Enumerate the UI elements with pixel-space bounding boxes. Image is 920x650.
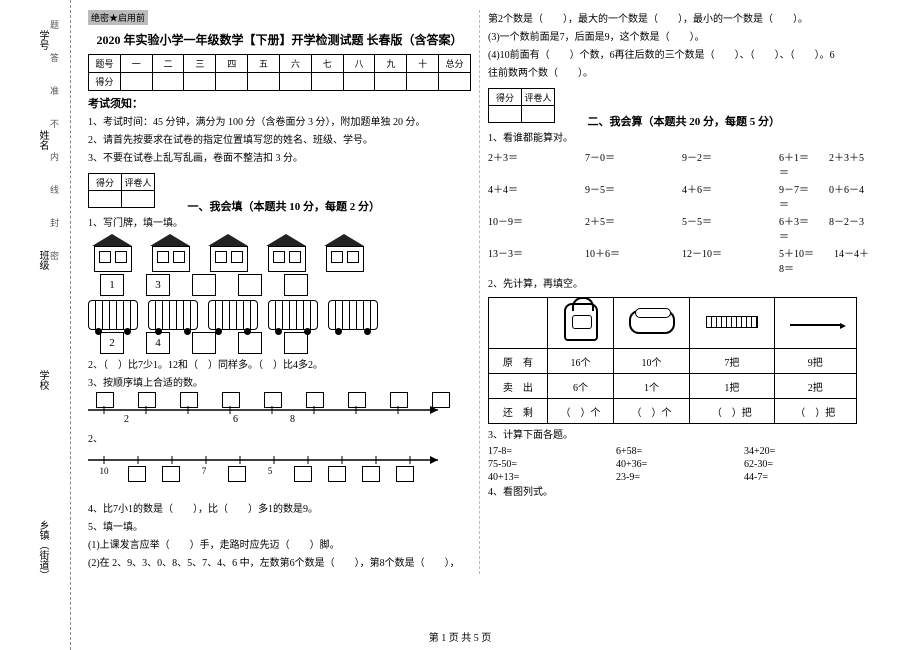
exam-title: 2020 年实验小学一年级数学【下册】开学检测试题 长春版（含答案） [88, 31, 471, 48]
calc-grid-3: 17-8=6+58=34+20= 75-50=40+36=62-30= 40+1… [488, 446, 872, 483]
section-2-title: 二、我会算（本题共 20 分，每题 5 分） [588, 113, 781, 129]
numline-box[interactable] [328, 466, 346, 482]
numline-box[interactable] [96, 392, 114, 408]
table-row: 得分 [89, 73, 471, 91]
house-icon [204, 234, 252, 272]
numline-box[interactable] [180, 392, 198, 408]
cont-line: 第2个数是（ ），最大的一个数是（ ），最小的一个数是（ ）。 [488, 12, 872, 28]
table-row [489, 298, 857, 349]
s2-q4-label: 4、看图列式。 [488, 485, 872, 501]
number-line-2: 10 7 5 [88, 452, 471, 484]
number-box[interactable] [238, 332, 262, 354]
train-icon [328, 300, 378, 330]
pencilcase-icon [614, 298, 690, 349]
score-summary-table: 题号 一 二 三 四 五 六 七 八 九 十 总分 得分 [88, 54, 471, 91]
train-icon [268, 300, 318, 330]
s2-q3-label: 3、计算下面各题。 [488, 428, 872, 444]
numline-val: 5 [262, 466, 278, 480]
house-row [88, 234, 471, 272]
house-icon [320, 234, 368, 272]
left-column: 绝密★启用前 2020 年实验小学一年级数学【下册】开学检测试题 长春版（含答案… [80, 10, 480, 574]
house-number-boxes: 1 3 [88, 274, 471, 296]
s2-q2-label: 2、先计算，再填空。 [488, 277, 872, 293]
numline-box[interactable] [128, 466, 146, 482]
right-column: 第2个数是（ ），最大的一个数是（ ），最小的一个数是（ ）。 (3)一个数前面… [480, 10, 880, 574]
score-box: 得分评卷人 [88, 173, 155, 208]
pen-icon [774, 298, 856, 349]
table-row: 还 剩 （ ）个 （ ）个 （ ）把 （ ）把 [489, 399, 857, 424]
section-1-title: 一、我会填（本题共 10 分，每题 2 分） [188, 198, 381, 214]
line2-prefix: 2、 [88, 432, 471, 448]
table-row: 卖 出 6个 1个 1把 2把 [489, 374, 857, 399]
house-icon [146, 234, 194, 272]
numline-box[interactable] [264, 392, 282, 408]
shop-table: 原 有 16个 10个 7把 9把 卖 出 6个 1个 1把 2把 还 剩 （ … [488, 297, 857, 424]
binding-margin: 学号 姓名 班级 学校 乡镇（街道） 题答准不内线封密 [0, 0, 71, 650]
number-box[interactable]: 2 [100, 332, 124, 354]
number-box[interactable] [192, 274, 216, 296]
train-row [88, 300, 471, 330]
numline-box[interactable] [228, 466, 246, 482]
q5-2-text: (2)在 2、9、3、0、8、5、7、4、6 中，左数第6个数是（ ），第8个数… [88, 556, 471, 572]
numline-box[interactable] [138, 392, 156, 408]
q5-1-text: (1)上课发言应举（ ）手，走路时应先迈（ ）脚。 [88, 538, 471, 554]
cont-line: (3)一个数前面是7，后面是9，这个数是（ ）。 [488, 30, 872, 46]
numline-box[interactable] [348, 392, 366, 408]
ruler-icon [689, 298, 774, 349]
q1-label: 1、写门牌，填一填。 [88, 216, 471, 232]
numline-box[interactable] [294, 466, 312, 482]
q4-text: 4、比7小1的数是（ ），比（ ）多1的数是9。 [88, 502, 471, 518]
exam-notice-heading: 考试须知： [88, 95, 471, 111]
number-box[interactable] [284, 332, 308, 354]
numline-box[interactable] [432, 392, 450, 408]
note-line: 1、考试时间：45 分钟，满分为 100 分（含卷面分 3 分），附加题单独 2… [88, 115, 471, 131]
number-box[interactable] [238, 274, 262, 296]
page-footer: 第 1 页 共 5 页 [0, 629, 920, 644]
numline-box[interactable] [222, 392, 240, 408]
numline-val: 7 [196, 466, 212, 480]
train-number-boxes: 2 4 [88, 332, 471, 354]
backpack-icon [547, 298, 613, 349]
table-row: 原 有 16个 10个 7把 9把 [489, 349, 857, 374]
number-box[interactable] [192, 332, 216, 354]
table-row: 题号 一 二 三 四 五 六 七 八 九 十 总分 [89, 55, 471, 73]
secret-tag: 绝密★启用前 [88, 10, 148, 25]
note-line: 2、请首先按要求在试卷的指定位置填写您的姓名、班级、学号。 [88, 133, 471, 149]
note-line: 3、不要在试卷上乱写乱画，卷面不整洁扣 3 分。 [88, 151, 471, 167]
side-label-xiangzhen: 乡镇（街道） [35, 520, 50, 580]
number-box[interactable]: 3 [146, 274, 170, 296]
numline-box[interactable] [390, 392, 408, 408]
house-icon [262, 234, 310, 272]
seal-line-text: 题答准不内线封密 [48, 20, 61, 284]
house-icon [88, 234, 136, 272]
numline-box[interactable] [396, 466, 414, 482]
numline-box[interactable] [362, 466, 380, 482]
number-box[interactable]: 1 [100, 274, 124, 296]
number-box[interactable] [284, 274, 308, 296]
s2-q1-label: 1、看谁都能算对。 [488, 131, 872, 147]
side-label-xuexiao: 学校 [35, 370, 50, 390]
numline-val: 10 [96, 466, 112, 480]
cont-line: 往前数两个数（ ）。 [488, 66, 872, 82]
q2-text: 2、（ ）比7少1。12和（ ）同样多。（ ）比4多2。 [88, 358, 471, 374]
numline-box[interactable] [306, 392, 324, 408]
page-content: 绝密★启用前 2020 年实验小学一年级数学【下册】开学检测试题 长春版（含答案… [80, 10, 900, 574]
train-icon [208, 300, 258, 330]
cont-line: (4)10前面有（ ）个数，6再往后数的三个数是（ ）、（ ）、（ ）。6 [488, 48, 872, 64]
q5-label: 5、填一填。 [88, 520, 471, 536]
score-box-2: 得分评卷人 [488, 88, 555, 123]
train-icon [88, 300, 138, 330]
train-icon [148, 300, 198, 330]
numline-box[interactable] [162, 466, 180, 482]
calc-grid-1: 2＋3＝7－0＝9－2＝6＋1＝ 2＋3＋5＝ 4＋4＝9－5＝4＋6＝9－7＝… [488, 149, 872, 275]
q3-label: 3、按顺序填上合适的数。 [88, 376, 471, 392]
number-line-1: 2 6 8 [88, 396, 471, 428]
number-box[interactable]: 4 [146, 332, 170, 354]
